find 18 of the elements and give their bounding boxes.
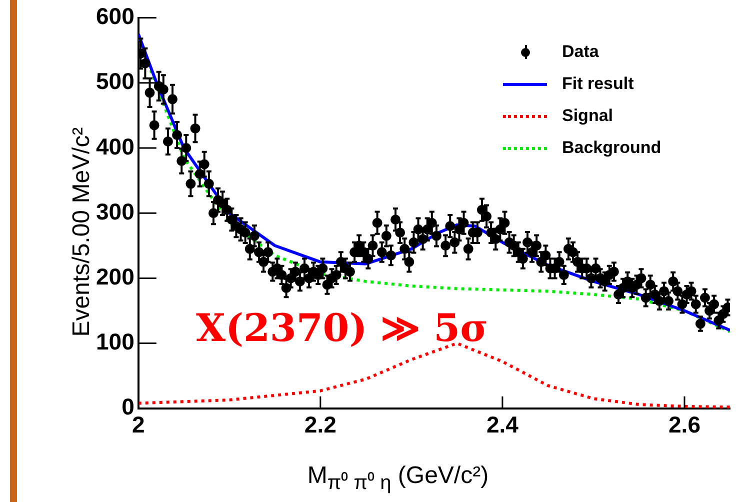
x-axis-title: M$_{π⁰ π⁰ η}$ (GeV/c²) <box>306 462 490 495</box>
x-tick-label: 2.6 <box>668 412 700 438</box>
y-tick-label: 400 <box>96 133 134 160</box>
y-tick-label: 300 <box>96 198 134 224</box>
x-tick-label: 2.2 <box>304 412 336 438</box>
y-axis-title: Events/5.00 MeV/c² <box>68 127 96 337</box>
annotation: X(2370) ≫ 5σ <box>196 305 488 350</box>
legend-label: Background <box>562 138 662 158</box>
y-tick-label: 100 <box>96 328 134 355</box>
y-tick-label: 500 <box>96 68 134 94</box>
legend-label: Data <box>562 42 599 62</box>
legend-label: Signal <box>562 106 614 126</box>
x-tick-label: 2.4 <box>486 412 519 438</box>
y-tick-label: 200 <box>96 264 134 290</box>
y-tick-label: 0 <box>122 394 134 420</box>
y-tick-label: 600 <box>96 3 134 30</box>
x-tick-label: 2 <box>132 412 145 438</box>
legend-label: Fit result <box>562 74 634 94</box>
